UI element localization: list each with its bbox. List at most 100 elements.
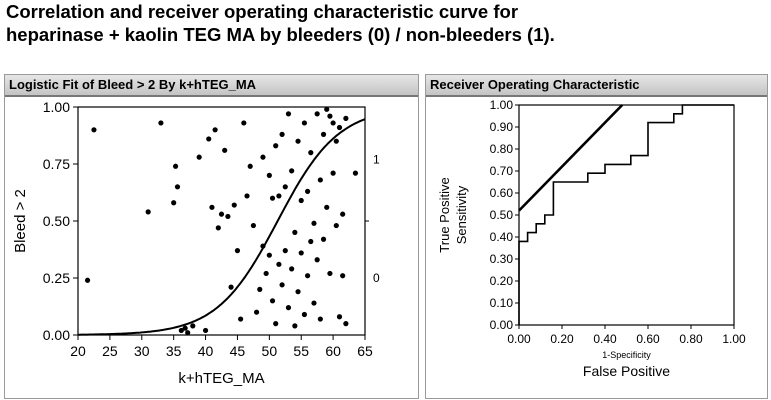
data-point (352, 170, 359, 176)
data-point (279, 131, 285, 137)
data-point (289, 168, 295, 174)
x-tick-label: 60 (325, 343, 341, 359)
y-tick-label: 1.00 (43, 99, 70, 115)
data-point (292, 323, 298, 329)
data-point (320, 236, 327, 242)
y-axis-label: True Positive (437, 177, 452, 252)
data-point (285, 305, 292, 311)
data-point (327, 113, 333, 119)
y-tick-label: 0.75 (43, 156, 70, 172)
roc-panel-title: Receiver Operating Characteristic (426, 75, 767, 97)
data-point (336, 314, 343, 320)
data-point (343, 321, 349, 327)
y-tick-label: 0.10 (490, 296, 514, 310)
logistic-fit-panel: Logistic Fit of Bleed > 2 By k+hTEG_MA 2… (4, 74, 419, 399)
data-point (317, 177, 323, 183)
data-point (295, 138, 301, 144)
data-point (225, 213, 231, 220)
data-point (282, 184, 288, 190)
data-point (215, 225, 221, 231)
data-point (269, 195, 276, 201)
data-point (340, 211, 346, 217)
x-tick-label: 25 (102, 343, 118, 359)
y-tick-label: 0.50 (43, 213, 70, 229)
right-label-0: 0 (373, 271, 380, 285)
data-point (247, 163, 253, 169)
data-point (234, 248, 241, 254)
data-point (250, 222, 256, 229)
data-point (244, 193, 250, 199)
data-point (327, 270, 333, 277)
figure-title-line-2: heparinase + kaolin TEG MA by bleeders (… (6, 24, 555, 45)
data-point (336, 124, 343, 131)
data-point (222, 147, 228, 153)
data-point (305, 188, 311, 194)
logistic-fit-curve (78, 118, 366, 336)
y-tick-label: 0.00 (43, 327, 70, 343)
x-axis-sublabel: 1-Specificity (602, 350, 651, 360)
data-point (202, 327, 209, 334)
data-point (330, 120, 336, 126)
y-axis-sublabel: Sensitivity (454, 185, 469, 244)
data-point (253, 309, 260, 315)
data-point (178, 327, 184, 334)
figure-title: Correlation and receiver operating chara… (6, 0, 766, 46)
x-tick-label: 0.60 (636, 332, 660, 346)
data-point (320, 131, 327, 137)
data-point (305, 273, 311, 279)
data-point (172, 163, 179, 169)
roc-curve (518, 104, 734, 325)
roc-tangent-line (518, 104, 624, 212)
data-point (330, 170, 336, 176)
data-point (231, 202, 237, 208)
y-tick-label: 0.00 (490, 318, 514, 332)
data-point (196, 154, 202, 160)
data-point (343, 115, 349, 121)
data-point (282, 248, 288, 254)
data-point (206, 136, 212, 142)
y-tick-label: 0.20 (490, 274, 514, 288)
y-tick-label: 0.60 (490, 186, 514, 200)
data-point (190, 323, 196, 329)
data-point (182, 325, 188, 331)
x-tick-label: 65 (357, 343, 373, 359)
roc-chart: 0.00 0.10 0.20 0.30 0.40 0.50 0.60 0.70 0.80 0.90… (437, 98, 746, 379)
logistic-fit-panel-title: Logistic Fit of Bleed > 2 By k+hTEG_MA (5, 75, 418, 97)
data-point (276, 193, 282, 199)
data-point (285, 111, 292, 117)
data-point (263, 270, 269, 277)
x-tick-label: 0.20 (550, 332, 574, 346)
plot-frame (518, 104, 735, 326)
data-point (266, 252, 272, 258)
data-point (260, 243, 266, 249)
data-point (174, 184, 181, 190)
data-point (260, 154, 266, 160)
y-tick-label: 1.00 (490, 98, 514, 112)
data-point (292, 229, 298, 235)
data-point (314, 257, 320, 263)
data-point (218, 211, 225, 217)
x-tick-label: 30 (134, 343, 150, 359)
data-point (257, 286, 263, 292)
data-point (308, 150, 314, 156)
data-point (324, 106, 330, 112)
y-tick-label: 0.90 (490, 120, 514, 134)
figure-title-line-1: Correlation and receiver operating chara… (6, 1, 519, 22)
y-tick-label: 0.80 (490, 142, 514, 156)
x-tick-label: 50 (262, 343, 278, 359)
data-point (269, 298, 276, 304)
data-point (185, 330, 191, 336)
data-point (324, 204, 330, 210)
x-tick-label: 0.40 (593, 332, 617, 346)
data-point (317, 316, 323, 322)
y-axis-label: Bleed > 2 (12, 189, 29, 253)
logistic-fit-chart: 20 25 30 35 40 45 50 55 60 65 0.00 0.25 0.50 0.75 1.00… (12, 99, 380, 387)
x-axis-label: False Positive (583, 363, 670, 379)
x-tick-label: 55 (293, 343, 309, 359)
y-tick-label: 0.50 (490, 208, 514, 222)
data-point (301, 311, 308, 318)
y-tick-label: 0.25 (43, 270, 70, 286)
data-point (171, 200, 177, 206)
data-point (84, 277, 91, 283)
y-tick-label: 0.70 (490, 164, 514, 178)
